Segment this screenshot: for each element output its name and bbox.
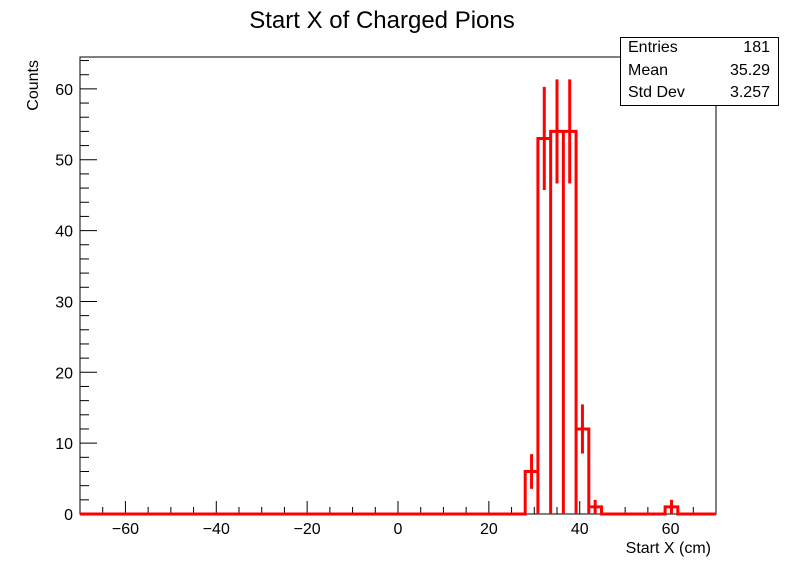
- x-tick-label: 0: [394, 521, 403, 538]
- x-tick-label: 40: [571, 521, 589, 538]
- stats-row-mean: Mean 35.29: [628, 62, 770, 84]
- y-tick-label: 40: [55, 224, 73, 241]
- y-axis-label: Counts: [25, 60, 42, 111]
- y-tick-label: 0: [64, 507, 73, 524]
- x-tick-label: 60: [662, 521, 680, 538]
- y-tick-label: 20: [55, 365, 73, 382]
- y-tick-label: 60: [55, 82, 73, 99]
- histogram-outline: [80, 129, 716, 516]
- y-tick-label: 30: [55, 294, 73, 311]
- stats-stddev-value: 3.257: [729, 84, 770, 101]
- x-tick-label: 20: [480, 521, 498, 538]
- x-tick-label: −40: [203, 521, 230, 538]
- y-tick-label: 10: [55, 436, 73, 453]
- x-axis-label: Start X (cm): [626, 540, 711, 557]
- y-tick-label: 50: [55, 153, 73, 170]
- stats-row-entries: Entries 181: [628, 39, 770, 61]
- stats-mean-value: 35.29: [729, 62, 770, 79]
- x-tick-label: −20: [294, 521, 321, 538]
- stats-entries-value: 181: [743, 39, 770, 56]
- chart-title: Start X of Charged Pions: [249, 7, 514, 34]
- stats-entries-label: Entries: [628, 39, 678, 56]
- x-tick-label: −60: [112, 521, 139, 538]
- stats-stddev-label: Std Dev: [628, 84, 685, 101]
- stats-mean-label: Mean: [628, 62, 669, 79]
- stats-box: Entries 181 Mean 35.29 Std Dev 3.257: [620, 37, 779, 106]
- plot-frame: [79, 56, 717, 515]
- stats-row-stddev: Std Dev 3.257: [628, 84, 770, 106]
